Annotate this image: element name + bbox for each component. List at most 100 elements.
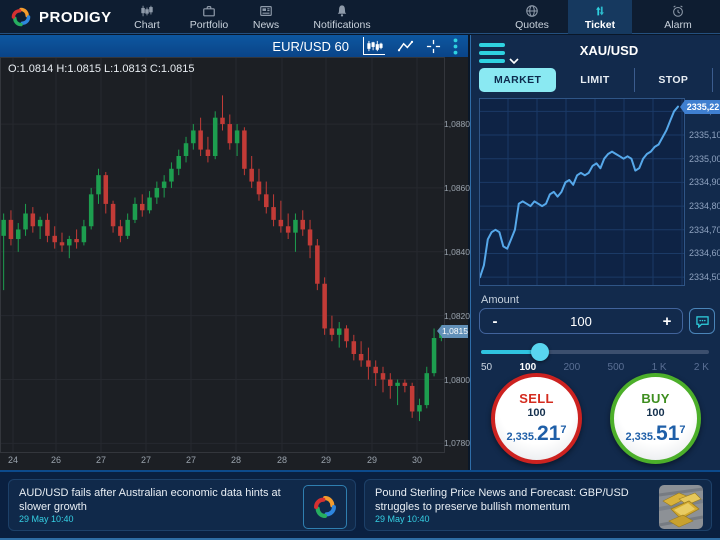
order-buttons: SELL 100 2,335.217 BUY 100 2,335.517 bbox=[471, 373, 720, 468]
candle bbox=[139, 203, 145, 211]
candle bbox=[212, 117, 218, 156]
news-source-logo bbox=[303, 485, 347, 529]
news-card[interactable]: Pound Sterling Price News and Forecast: … bbox=[364, 479, 712, 531]
candle bbox=[176, 156, 181, 169]
chevron-down-icon bbox=[509, 57, 519, 64]
amount-value[interactable]: 100 bbox=[570, 313, 592, 329]
x-axis-tick: 27 bbox=[95, 455, 107, 465]
x-axis-tick: 30 bbox=[411, 455, 423, 465]
amount-decrement-button[interactable]: - bbox=[492, 312, 498, 330]
mini-y-axis-tick: 2334,80 bbox=[689, 201, 720, 212]
candle bbox=[227, 124, 233, 144]
chart-menu-dots-icon[interactable] bbox=[453, 37, 458, 55]
candlestick-chart-canvas[interactable]: O:1.0814 H:1.0815 L:1.0813 C:1.0815 1,08… bbox=[0, 57, 470, 453]
nav-label: Portfolio bbox=[189, 18, 229, 31]
news-title: AUD/USD fails after Australian economic … bbox=[19, 487, 281, 513]
x-axis-tick: 26 bbox=[50, 455, 62, 465]
buy-label: BUY bbox=[641, 390, 670, 406]
nav-item-alarm[interactable]: Alarm bbox=[648, 0, 708, 34]
mini-y-axis-tick: 2334,70 bbox=[689, 224, 720, 235]
x-axis-tick: 24 bbox=[7, 455, 19, 465]
slider-preset-2k[interactable]: 2 K bbox=[693, 362, 709, 373]
amount-increment-button[interactable]: + bbox=[662, 312, 672, 330]
tab-limit[interactable]: LIMIT bbox=[556, 68, 635, 92]
candle bbox=[1, 219, 6, 236]
y-axis-tick: 1,0840 bbox=[444, 246, 470, 257]
nav-label: Quotes bbox=[515, 18, 549, 31]
sell-button[interactable]: SELL 100 2,335.217 bbox=[491, 373, 582, 464]
slider-preset-100[interactable]: 100 bbox=[519, 362, 537, 373]
order-comment-button[interactable] bbox=[689, 308, 715, 334]
slider-thumb[interactable] bbox=[531, 343, 550, 361]
candle bbox=[285, 226, 291, 233]
candle bbox=[67, 239, 72, 246]
candle bbox=[118, 226, 123, 236]
buy-button[interactable]: BUY 100 2,335.517 bbox=[610, 373, 701, 464]
candle bbox=[329, 328, 335, 335]
chart-icon bbox=[140, 4, 154, 19]
slider-preset-50[interactable]: 50 bbox=[481, 362, 493, 373]
x-axis-tick: 28 bbox=[230, 455, 242, 465]
nav-item-chart[interactable]: Chart bbox=[123, 0, 171, 34]
brand-name: PRODIGY bbox=[39, 8, 112, 26]
nav-item-portfolio[interactable]: Portfolio bbox=[178, 0, 240, 34]
crosshair-icon[interactable] bbox=[426, 37, 441, 55]
news-timestamp: 29 May 10:40 bbox=[375, 514, 430, 524]
candle bbox=[198, 130, 203, 150]
candle bbox=[205, 149, 211, 156]
candle-chart-svg bbox=[0, 57, 445, 453]
slider-preset-1k[interactable]: 1 K bbox=[651, 362, 667, 373]
main-chart-panel: EUR/USD 60 bbox=[0, 35, 470, 470]
nav-label: News bbox=[252, 18, 280, 31]
nav-item-notifications[interactable]: Notifications bbox=[300, 0, 384, 34]
candle bbox=[74, 239, 79, 243]
candle bbox=[278, 219, 284, 227]
ohlc-readout: O:1.0814 H:1.0815 L:1.0813 C:1.0815 bbox=[8, 63, 195, 75]
tab-stop[interactable]: STOP bbox=[635, 68, 713, 92]
candle bbox=[431, 338, 437, 374]
y-axis-tick: 1,0780 bbox=[444, 438, 470, 449]
x-axis-tick: 27 bbox=[185, 455, 197, 465]
quotes-globe-icon bbox=[525, 4, 539, 19]
candle bbox=[110, 203, 116, 227]
line-style-icon[interactable] bbox=[397, 37, 414, 55]
amount-slider[interactable] bbox=[481, 343, 709, 361]
candle bbox=[417, 405, 422, 412]
x-axis-tick: 29 bbox=[366, 455, 378, 465]
candle bbox=[395, 382, 400, 386]
candle bbox=[336, 328, 342, 335]
chart-x-axis: 24 26 27 27 27 28 28 29 29 30 bbox=[0, 453, 468, 470]
news-card[interactable]: AUD/USD fails after Australian economic … bbox=[8, 479, 356, 531]
nav-item-quotes[interactable]: Quotes bbox=[502, 0, 562, 34]
sell-amount: 100 bbox=[527, 406, 546, 419]
slider-preset-500[interactable]: 500 bbox=[607, 362, 625, 373]
candle bbox=[23, 213, 28, 230]
nav-label: Alarm bbox=[664, 18, 692, 31]
candle bbox=[30, 213, 36, 227]
nav-item-ticket[interactable]: Ticket bbox=[568, 0, 632, 34]
news-timestamp: 29 May 10:40 bbox=[19, 514, 74, 524]
candle bbox=[147, 197, 152, 211]
candle bbox=[256, 181, 262, 195]
menu-hamburger-icon[interactable] bbox=[479, 43, 505, 63]
tab-market[interactable]: MARKET bbox=[479, 68, 557, 92]
candle bbox=[169, 168, 174, 182]
candle bbox=[307, 229, 313, 246]
prodigy-logo-icon bbox=[314, 496, 336, 518]
buy-price: 2,335.517 bbox=[625, 421, 686, 445]
nav-item-news[interactable]: News bbox=[246, 0, 286, 34]
buy-amount: 100 bbox=[646, 406, 665, 419]
candle bbox=[132, 203, 138, 220]
candle bbox=[424, 373, 430, 406]
slider-preset-200[interactable]: 200 bbox=[563, 362, 581, 373]
ticket-symbol-dropdown[interactable]: XAU/USD bbox=[505, 43, 713, 64]
mini-y-axis-tick: 2335,10 bbox=[689, 130, 720, 140]
chart-symbol-label: EUR/USD 60 bbox=[272, 38, 349, 54]
candlestick-style-icon[interactable] bbox=[363, 37, 385, 55]
candle bbox=[388, 379, 393, 386]
slider-track[interactable] bbox=[481, 350, 709, 354]
top-navigation-bar: PRODIGY Chart Portfolio bbox=[0, 0, 720, 34]
nav-label: Chart bbox=[134, 18, 160, 31]
x-axis-tick: 27 bbox=[140, 455, 152, 465]
